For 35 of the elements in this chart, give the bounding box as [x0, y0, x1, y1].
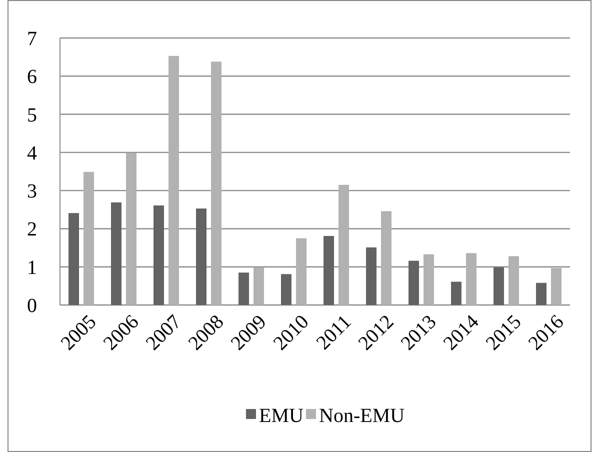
y-tick-label: 3 — [27, 180, 37, 203]
bar — [111, 202, 122, 305]
bar — [281, 274, 292, 305]
bar — [296, 238, 306, 305]
legend-label: EMU — [259, 405, 304, 427]
y-tick-label: 2 — [27, 218, 37, 241]
y-tick-label: 0 — [27, 295, 37, 317]
bar — [494, 267, 504, 305]
x-tick-label: 2011 — [312, 310, 356, 354]
bar — [536, 282, 546, 305]
bar — [381, 211, 392, 305]
bar — [154, 205, 164, 305]
y-tick-label: 7 — [27, 28, 37, 50]
y-tick-label: 5 — [27, 104, 37, 126]
bar — [84, 172, 94, 305]
bar — [551, 268, 562, 305]
legend-label: Non-EMU — [319, 405, 406, 427]
bar — [451, 282, 462, 305]
bar — [424, 254, 434, 305]
bar — [408, 260, 419, 305]
bar — [68, 213, 79, 305]
bar — [466, 253, 476, 305]
bar — [254, 267, 264, 305]
bar — [211, 62, 222, 305]
bar — [196, 208, 206, 305]
bar — [366, 247, 376, 305]
bar — [338, 184, 349, 305]
y-tick-label: 6 — [27, 66, 37, 88]
bar — [324, 236, 334, 305]
y-tick-label: 4 — [27, 142, 37, 164]
bar — [168, 56, 179, 305]
bar — [126, 152, 136, 305]
bar — [508, 256, 519, 305]
y-tick-label: 1 — [27, 256, 37, 279]
bar — [238, 272, 249, 305]
